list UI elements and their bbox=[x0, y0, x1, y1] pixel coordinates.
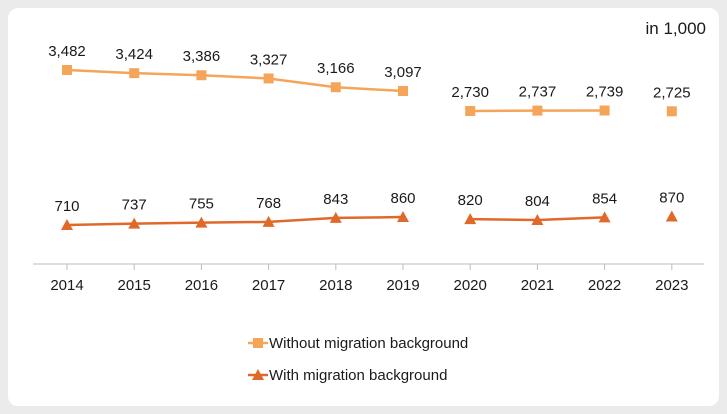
data-point-2023 bbox=[666, 106, 677, 117]
data-label-2014: 3,482 bbox=[48, 43, 86, 60]
data-label-2021: 2,737 bbox=[519, 84, 557, 101]
data-point-2019 bbox=[397, 211, 409, 223]
x-tick-label-2020: 2020 bbox=[454, 277, 487, 294]
data-label-2023: 870 bbox=[659, 190, 684, 207]
legend-square-marker bbox=[253, 338, 263, 348]
series-line-segment-0 bbox=[66, 68, 404, 93]
x-tick-label-2015: 2015 bbox=[118, 277, 151, 294]
data-point-2021 bbox=[531, 214, 544, 226]
x-tick-label-2021: 2021 bbox=[521, 277, 554, 294]
x-tick-label-2018: 2018 bbox=[319, 277, 352, 294]
data-point-2014 bbox=[61, 219, 73, 230]
x-tick-label-2023: 2023 bbox=[655, 277, 688, 294]
x-tick-label-2017: 2017 bbox=[252, 277, 285, 294]
data-label-2019: 3,097 bbox=[384, 64, 422, 81]
data-point-2023 bbox=[665, 210, 678, 222]
data-label-2021: 804 bbox=[525, 193, 550, 210]
data-point-2020 bbox=[465, 106, 476, 116]
data-label-2018: 3,166 bbox=[317, 60, 355, 77]
series-without-migration: 3,482 3,424 3,386 3,327 3,166 3,097 2,730 2,737… bbox=[48, 43, 691, 117]
data-point-2018 bbox=[330, 82, 341, 93]
x-tick-label-2022: 2022 bbox=[588, 277, 621, 294]
x-tick-label-2019: 2019 bbox=[386, 277, 419, 294]
data-label-2022: 854 bbox=[592, 190, 617, 207]
series-layer: 3,482 3,424 3,386 3,327 3,166 3,097 2,730 2,737… bbox=[48, 43, 691, 230]
data-point-2019 bbox=[398, 85, 408, 96]
x-axis-ticks: 2014 2015 2016 2017 2018 2019 2020 2021 2022 2023 bbox=[50, 264, 688, 294]
data-label-2015: 737 bbox=[122, 197, 147, 214]
legend-label: With migration background bbox=[269, 367, 447, 384]
data-point-2020 bbox=[464, 213, 477, 225]
legend-item-with-migration: With migration background bbox=[248, 367, 447, 384]
data-label-2020: 820 bbox=[458, 192, 483, 209]
legend: Without migration background With migrati… bbox=[248, 335, 468, 384]
data-label-2014: 710 bbox=[54, 198, 79, 215]
data-label-2017: 768 bbox=[256, 195, 281, 212]
data-point-2016 bbox=[195, 216, 208, 228]
legend-triangle-marker bbox=[252, 369, 264, 380]
data-point-2022 bbox=[598, 211, 611, 223]
unit-note: in 1,000 bbox=[646, 19, 707, 38]
data-label-2022: 2,739 bbox=[586, 84, 624, 101]
data-label-2016: 3,386 bbox=[183, 48, 221, 65]
legend-item-without-migration: Without migration background bbox=[248, 335, 468, 352]
data-label-2019: 860 bbox=[390, 190, 415, 207]
data-label-2018: 843 bbox=[323, 191, 348, 208]
data-point-2015 bbox=[129, 68, 140, 79]
chart-card bbox=[8, 8, 719, 406]
data-point-2017 bbox=[262, 215, 275, 227]
data-point-2022 bbox=[599, 105, 610, 116]
data-label-2017: 3,327 bbox=[250, 51, 288, 68]
data-point-2015 bbox=[128, 217, 141, 229]
data-point-2014 bbox=[62, 65, 72, 75]
data-point-2018 bbox=[329, 211, 342, 223]
data-label-2020: 2,730 bbox=[451, 84, 489, 101]
data-point-2016 bbox=[196, 70, 207, 81]
data-point-2017 bbox=[263, 73, 274, 84]
x-tick-label-2016: 2016 bbox=[185, 277, 218, 294]
data-label-2015: 3,424 bbox=[115, 46, 153, 63]
x-tick-label-2014: 2014 bbox=[50, 277, 83, 294]
legend-label: Without migration background bbox=[269, 335, 468, 352]
data-label-2016: 755 bbox=[189, 196, 214, 213]
series-line-segment-0 bbox=[66, 215, 404, 227]
data-label-2023: 2,725 bbox=[653, 84, 691, 101]
data-point-2021 bbox=[532, 105, 543, 116]
series-with-migration: 710 737 755 768 843 860 820 804 854 870 bbox=[54, 190, 684, 230]
